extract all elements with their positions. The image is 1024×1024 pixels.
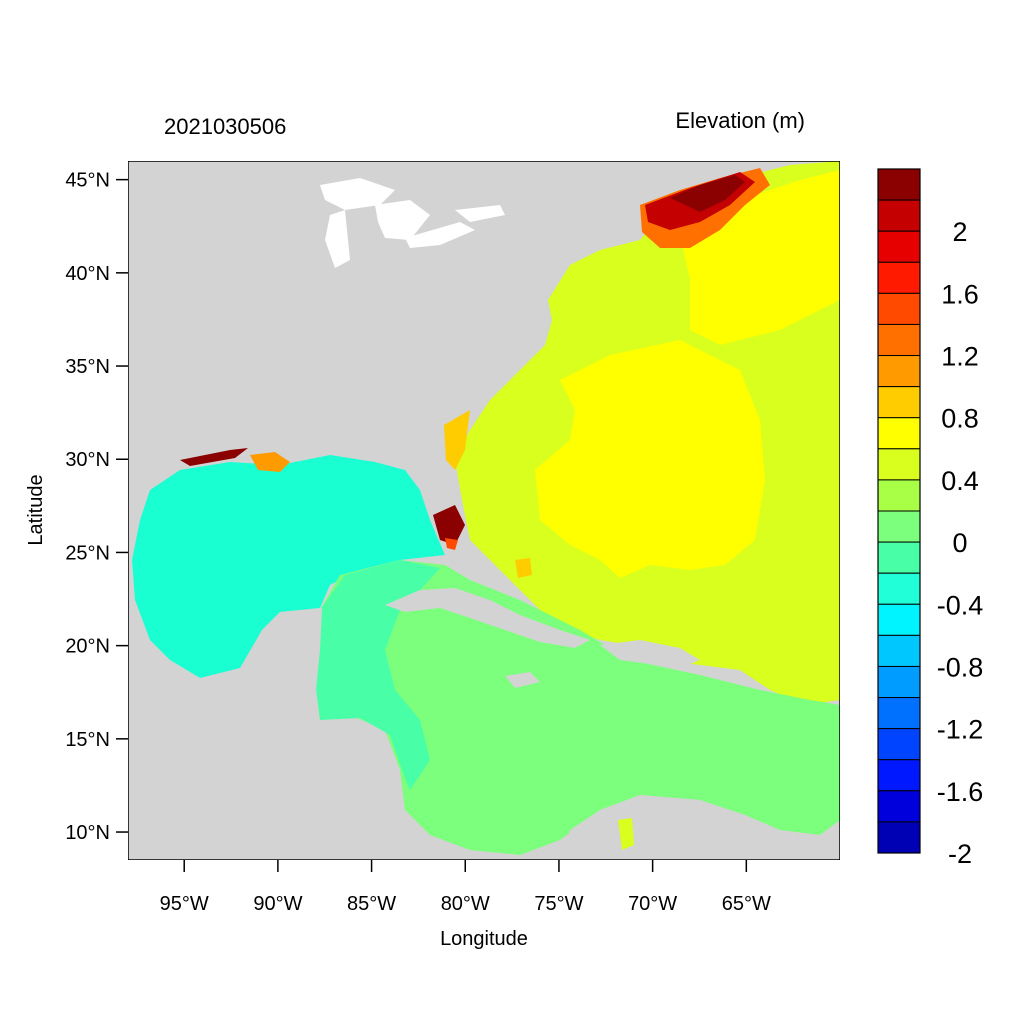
gulf-coast-surge-dark: [180, 448, 248, 466]
colorbar-swatch: [877, 697, 921, 730]
lat-tick-label: 15°N: [65, 729, 110, 751]
lon-tick-label: 85°W: [347, 893, 396, 915]
lat-tick-label: 20°N: [65, 636, 110, 658]
lat-tick-label: 25°N: [65, 542, 110, 564]
colorbar-frame: [877, 168, 921, 854]
cuba-land: [385, 588, 590, 648]
lat-tick-label: 30°N: [65, 449, 110, 471]
colorbar-swatch: [877, 199, 921, 232]
lon-tick-label: 90°W: [253, 893, 302, 915]
caribbean-west-band: [315, 560, 440, 790]
florida-surge-region: [433, 505, 465, 545]
colorbar-label: -0.4: [937, 590, 984, 620]
lon-tick-label: 65°W: [722, 893, 771, 915]
colorbar-label: 0.8: [941, 404, 979, 434]
yucatan-land: [262, 608, 322, 720]
caribbean-sea-region: [315, 560, 840, 855]
lat-tick-label: 45°N: [65, 170, 110, 192]
colorbar-swatch: [877, 510, 921, 543]
lon-tick-label: 80°W: [441, 893, 490, 915]
gulf-coast-surge: [250, 452, 290, 472]
lat-tick-label: 10°N: [65, 822, 110, 844]
colorbar-label: 0: [952, 528, 967, 558]
lon-tick-label: 95°W: [160, 893, 209, 915]
longitude-axis: 95°W 90°W 85°W 80°W 75°W 70°W 65°W: [160, 860, 771, 915]
y-axis-label: Latitude: [25, 474, 47, 545]
lat-tick-label: 35°N: [65, 356, 110, 378]
colorbar-swatch: [877, 634, 921, 667]
lat-tick-label: 40°N: [65, 263, 110, 285]
colorbar-swatch: [877, 479, 921, 512]
colorbar-swatch: [877, 572, 921, 605]
x-axis-label: Longitude: [440, 928, 528, 950]
lon-tick-label: 75°W: [534, 893, 583, 915]
gulf-of-mexico-region: [132, 455, 445, 678]
colorbar-swatch: [877, 448, 921, 481]
colorbar-swatch: [877, 790, 921, 823]
variable-title: Elevation (m): [675, 108, 805, 133]
colorbar-swatch: [877, 261, 921, 294]
colorbar-label: -2: [948, 839, 972, 869]
atlantic-core-south: [535, 340, 765, 578]
colorbar-swatch: [877, 821, 921, 854]
latitude-axis: 45°N 40°N 35°N 30°N 25°N 20°N 15°N 10°N: [65, 170, 128, 844]
colorbar-swatch: [877, 230, 921, 263]
colorbar-swatch: [877, 417, 921, 450]
colorbar-label: -1.6: [937, 777, 984, 807]
central-america-land: [128, 700, 440, 860]
carolina-orange-band: [444, 410, 470, 470]
colorbar-label: 0.4: [941, 466, 979, 496]
colorbar-label: 2: [952, 217, 967, 247]
venezuela-lake: [618, 818, 634, 850]
timestamp-title: 2021030506: [164, 114, 286, 139]
colorbar-swatch: [877, 759, 921, 792]
florida-surge-edge: [445, 538, 458, 550]
colorbar-swatch: [877, 728, 921, 761]
map-plot: [128, 161, 840, 860]
colorbar-swatch: [877, 603, 921, 636]
colorbar: 2 1.6 1.2 0.8 0.4 0 -0.4 -0.8 -1.2 -1.6 -2: [877, 168, 984, 869]
colorbar-swatch: [877, 292, 921, 325]
great-lakes: [320, 178, 505, 268]
colorbar-swatch: [877, 386, 921, 419]
colorbar-label: -0.8: [937, 652, 984, 682]
colorbar-label: 1.6: [941, 279, 979, 309]
colorbar-label: -1.2: [937, 715, 984, 745]
colorbar-swatch: [877, 168, 921, 201]
maine-surge-peak: [670, 175, 745, 212]
lon-tick-label: 70°W: [628, 893, 677, 915]
colorbar-swatch: [877, 665, 921, 699]
colorbar-swatch: [877, 323, 921, 357]
colorbar-label: 1.2: [941, 342, 979, 372]
colorbar-swatch: [877, 541, 921, 574]
colorbar-swatch: [877, 355, 921, 388]
hispaniola-land: [600, 640, 700, 668]
bahamas-orange: [515, 558, 532, 578]
jamaica-land: [505, 672, 540, 688]
